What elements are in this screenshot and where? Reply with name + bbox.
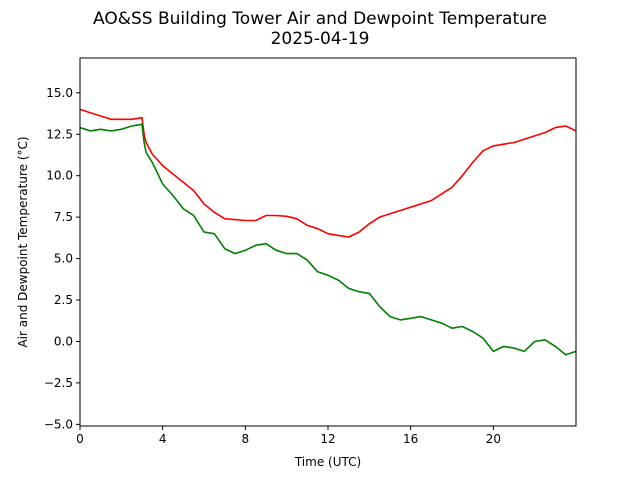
series-line-1 — [79, 123, 577, 356]
x-tick-label: 4 — [159, 432, 167, 446]
x-tick-label: 0 — [76, 432, 84, 446]
x-tick-label: 16 — [403, 432, 418, 446]
y-axis: −5.0 −2.5 0.0 2.5 5.0 7.5 10.0 12.5 15.0 — [44, 86, 80, 431]
x-axis-label: Time (UTC) — [294, 455, 361, 469]
x-tick-label: 12 — [320, 432, 335, 446]
y-tick-label: 15.0 — [46, 86, 73, 100]
series-layer — [79, 108, 577, 356]
y-tick-label: 2.5 — [54, 293, 73, 307]
y-tick-label: 7.5 — [54, 210, 73, 224]
y-tick-label: −5.0 — [44, 417, 73, 431]
y-tick-label: 5.0 — [54, 252, 73, 266]
x-tick-label: 8 — [242, 432, 250, 446]
chart-title: AO&SS Building Tower Air and Dewpoint Te… — [92, 9, 547, 29]
x-tick-label: 20 — [486, 432, 501, 446]
y-axis-label: Air and Dewpoint Temperature (°C) — [16, 136, 30, 347]
y-tick-label: 12.5 — [46, 127, 73, 141]
y-tick-label: 10.0 — [46, 169, 73, 183]
x-axis: 0 4 8 12 16 20 — [76, 426, 501, 446]
y-tick-label: −2.5 — [44, 376, 73, 390]
y-tick-label: 0.0 — [54, 334, 73, 348]
plot-frame — [79, 57, 577, 427]
series-line-0 — [79, 108, 577, 238]
chart-subtitle: 2025-04-19 — [270, 29, 370, 49]
